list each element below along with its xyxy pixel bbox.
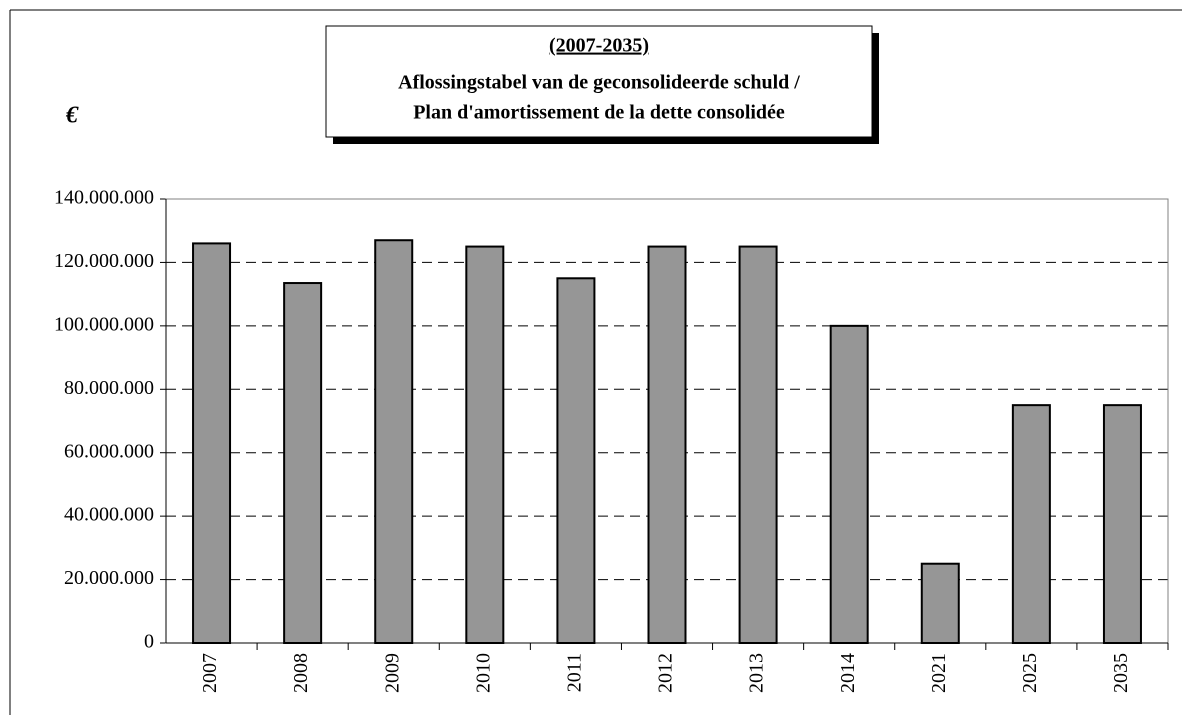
bar xyxy=(1011,404,1051,644)
bar xyxy=(192,242,232,644)
chart-title: Aflossingstabel van de geconsolideerde s… xyxy=(398,72,800,94)
y-axis-label: € xyxy=(65,103,79,129)
x-tick-label: 2010 xyxy=(472,653,494,693)
y-tick-label: 60.000.000 xyxy=(64,440,154,462)
bar xyxy=(647,245,687,644)
x-tick-label: 2013 xyxy=(746,653,768,693)
x-tick-label: 2021 xyxy=(928,653,950,693)
y-tick-label: 80.000.000 xyxy=(64,377,154,399)
x-tick-label: 2007 xyxy=(199,653,221,693)
y-tick-label: 100.000.000 xyxy=(54,313,154,335)
x-tick-label: 2012 xyxy=(655,653,677,693)
bar xyxy=(829,324,869,644)
chart-title: (2007-2035) xyxy=(549,35,649,57)
title-box xyxy=(325,25,873,138)
y-tick-label: 140.000.000 xyxy=(54,187,154,209)
x-tick-label: 2035 xyxy=(1110,653,1132,693)
y-tick-label: 40.000.000 xyxy=(64,504,154,526)
x-tick-label: 2011 xyxy=(564,653,586,692)
y-tick-label: 0 xyxy=(144,631,154,653)
bar xyxy=(738,245,778,644)
chart-title: Plan d'amortissement de la dette consoli… xyxy=(413,102,785,124)
x-tick-label: 2014 xyxy=(837,653,859,693)
bar xyxy=(556,277,596,644)
bar xyxy=(920,562,960,645)
bar xyxy=(283,282,323,644)
y-tick-label: 120.000.000 xyxy=(54,250,154,272)
bar xyxy=(465,245,505,644)
y-tick-label: 20.000.000 xyxy=(64,567,154,589)
x-tick-label: 2009 xyxy=(381,653,403,693)
x-tick-label: 2025 xyxy=(1019,653,1041,693)
bar xyxy=(374,239,414,644)
bar xyxy=(1102,404,1142,644)
x-tick-label: 2008 xyxy=(290,653,312,693)
